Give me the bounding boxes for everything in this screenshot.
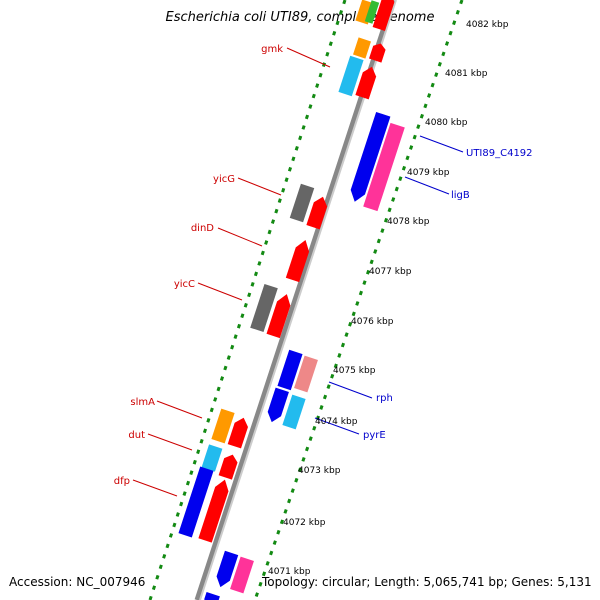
gene-rph-salmon xyxy=(294,355,318,393)
kbp-tick-label: 4075 kbp xyxy=(333,366,376,376)
kbp-tick-label: 4082 kbp xyxy=(466,20,509,30)
gene-yicC-red xyxy=(266,294,291,339)
leader-line-dfp xyxy=(132,479,178,497)
accession-label: Accession: NC_007946 xyxy=(9,575,146,589)
gene-slmA-orange xyxy=(211,408,235,444)
kbp-tick-label: 4078 kbp xyxy=(387,217,430,227)
gene-top-red-2 xyxy=(355,66,377,100)
gene-yicC-gray xyxy=(250,283,278,333)
genome-backbone-shadow xyxy=(199,0,397,600)
leader-line-yicc xyxy=(197,282,243,301)
gene-dfp-blue xyxy=(178,466,214,538)
gene-rph-blue xyxy=(277,349,303,391)
gene-label-dut[interactable]: dut xyxy=(128,430,145,441)
gene-bottom-blue-2 xyxy=(204,592,220,600)
kbp-tick-label: 4076 kbp xyxy=(351,317,394,327)
kbp-tick-label: 4073 kbp xyxy=(298,466,341,476)
kbp-tick-label: 4081 kbp xyxy=(445,69,488,79)
gene-label-yicg[interactable]: yicG xyxy=(213,174,235,185)
gene-top-red-1 xyxy=(372,0,395,32)
gene-dfp-red xyxy=(198,479,229,543)
gene-dut-red xyxy=(218,454,238,480)
leader-line-yicg xyxy=(237,177,282,196)
gene-label-dind[interactable]: dinD xyxy=(191,223,214,234)
gene-top-cyan xyxy=(338,55,364,97)
gene-label-pyre[interactable]: pyrE xyxy=(363,430,386,441)
left-guide-dotted xyxy=(148,0,347,600)
gene-label-rph[interactable]: rph xyxy=(376,393,393,404)
gene-yicG-red xyxy=(306,196,328,230)
gene-label-yicc[interactable]: yicC xyxy=(174,279,195,290)
kbp-tick-label: 4077 kbp xyxy=(369,267,412,277)
gene-pyrE-blue xyxy=(267,387,289,423)
gene-dut-cyan xyxy=(201,444,223,472)
gene-slmA-red xyxy=(227,417,248,449)
genome-backbone xyxy=(194,0,396,600)
gene-label-ligb[interactable]: ligB xyxy=(451,190,470,201)
leader-line-ligb xyxy=(404,176,450,195)
kbp-tick-label: 4074 kbp xyxy=(315,417,358,427)
leader-line-gmk xyxy=(286,47,331,68)
gene-yicG-gray xyxy=(289,183,315,223)
gene-gmk-red xyxy=(369,43,386,63)
leader-line-uti89-c4192 xyxy=(419,135,464,153)
gene-pyrE-cyan xyxy=(282,394,306,430)
gene-top-green xyxy=(364,0,380,24)
kbp-tick-label: 4071 kbp xyxy=(268,567,311,577)
gene-ligB xyxy=(363,122,405,212)
gene-bottom-pink xyxy=(230,556,254,594)
leader-line-dind xyxy=(217,227,263,247)
gene-gmk-orange xyxy=(353,37,371,59)
gene-UTI89-C4192 xyxy=(350,111,391,202)
gene-label-uti89-c4192[interactable]: UTI89_C4192 xyxy=(466,148,533,159)
leader-line-rph xyxy=(328,381,373,399)
right-guide-dotted xyxy=(253,0,464,600)
kbp-tick-label: 4072 kbp xyxy=(283,518,326,528)
gene-label-dfp[interactable]: dfp xyxy=(114,476,130,487)
leader-line-slma xyxy=(156,400,203,419)
leader-line-dut xyxy=(147,433,193,451)
gene-dinD xyxy=(285,240,310,283)
kbp-tick-label: 4080 kbp xyxy=(425,118,468,128)
topology-label: Topology: circular; Length: 5,065,741 bp… xyxy=(262,575,592,589)
gene-bottom-blue xyxy=(216,550,239,588)
gene-label-slma[interactable]: slmA xyxy=(130,397,155,408)
kbp-tick-label: 4079 kbp xyxy=(407,168,450,178)
gene-label-gmk[interactable]: gmk xyxy=(261,44,283,55)
leader-line-pyre xyxy=(314,417,360,435)
